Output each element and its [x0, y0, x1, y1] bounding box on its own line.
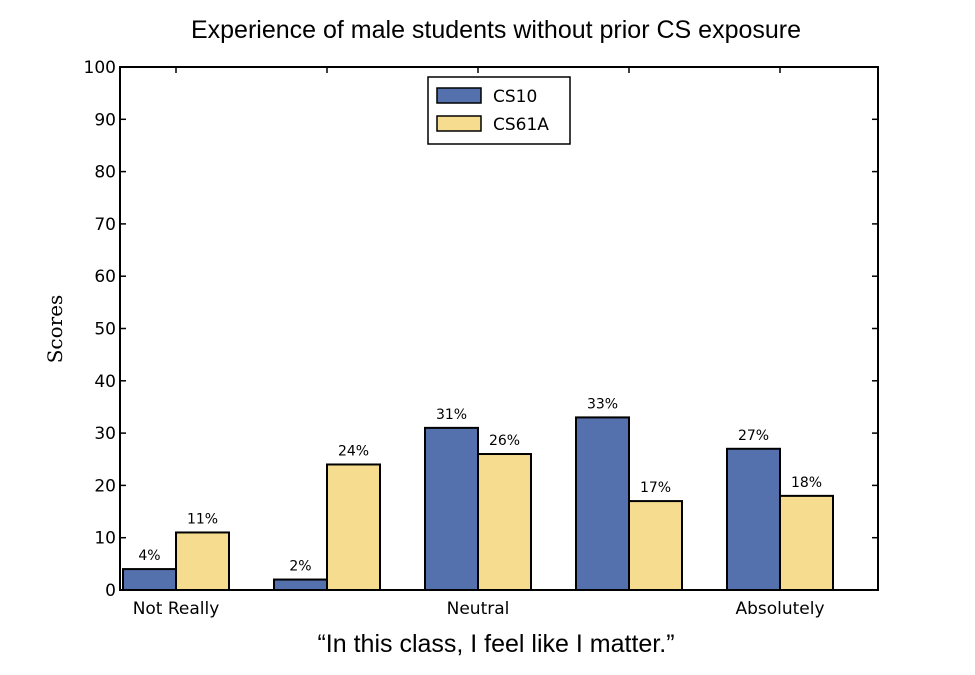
chart-marks: 4% 2% 31% 33% 27% 11% 24% 26% 17% 18%: [123, 396, 833, 590]
bar-cs10-4: [576, 417, 629, 590]
chart-title: Experience of male students without prio…: [191, 16, 801, 44]
data-label-cs10-3: 31%: [436, 407, 467, 423]
legend-label-cs61a: CS61A: [493, 115, 549, 135]
legend-swatch-cs10: [437, 88, 481, 103]
y-tick-label-70: 70: [94, 215, 116, 235]
bar-cs61a-3: [478, 454, 531, 590]
x-tick-label-1: Not Really: [133, 599, 220, 619]
bar-cs61a-5: [780, 496, 833, 590]
legend-label-cs10: CS10: [493, 87, 537, 107]
data-label-cs10-2: 2%: [289, 559, 311, 575]
y-tick-label-30: 30: [94, 424, 116, 444]
x-tick-label-3: Neutral: [447, 599, 510, 619]
y-tick-label-40: 40: [94, 372, 116, 392]
bar-cs61a-2: [327, 464, 380, 590]
bar-cs10-2: [274, 580, 327, 590]
data-label-cs61a-3: 26%: [489, 433, 520, 449]
data-label-cs10-1: 4%: [138, 548, 160, 564]
data-label-cs61a-5: 18%: [791, 475, 822, 491]
data-label-cs10-4: 33%: [587, 396, 618, 412]
y-axis-label: Scores: [43, 295, 67, 364]
y-tick-label-90: 90: [94, 110, 116, 130]
data-label-cs61a-4: 17%: [640, 480, 671, 496]
y-tick-label-80: 80: [94, 163, 116, 183]
y-tick-label-60: 60: [94, 267, 116, 287]
x-axis-label: “In this class, I feel like I matter.”: [317, 630, 674, 658]
bar-cs61a-4: [629, 501, 682, 590]
data-label-cs10-5: 27%: [738, 428, 769, 444]
bar-cs61a-1: [176, 532, 229, 590]
chart-legend: CS10 CS61A: [428, 77, 570, 144]
legend-swatch-cs61a: [437, 116, 481, 131]
bar-cs10-5: [727, 449, 780, 590]
y-tick-label-20: 20: [94, 476, 116, 496]
y-tick-label-100: 100: [84, 58, 116, 78]
y-tick-label-0: 0: [105, 581, 116, 601]
bar-cs10-1: [123, 569, 176, 590]
x-tick-label-5: Absolutely: [735, 599, 824, 619]
y-tick-label-10: 10: [94, 529, 116, 549]
bar-cs10-3: [425, 428, 478, 590]
data-label-cs61a-2: 24%: [338, 443, 369, 459]
data-label-cs61a-1: 11%: [187, 511, 218, 527]
y-tick-label-50: 50: [94, 320, 116, 340]
